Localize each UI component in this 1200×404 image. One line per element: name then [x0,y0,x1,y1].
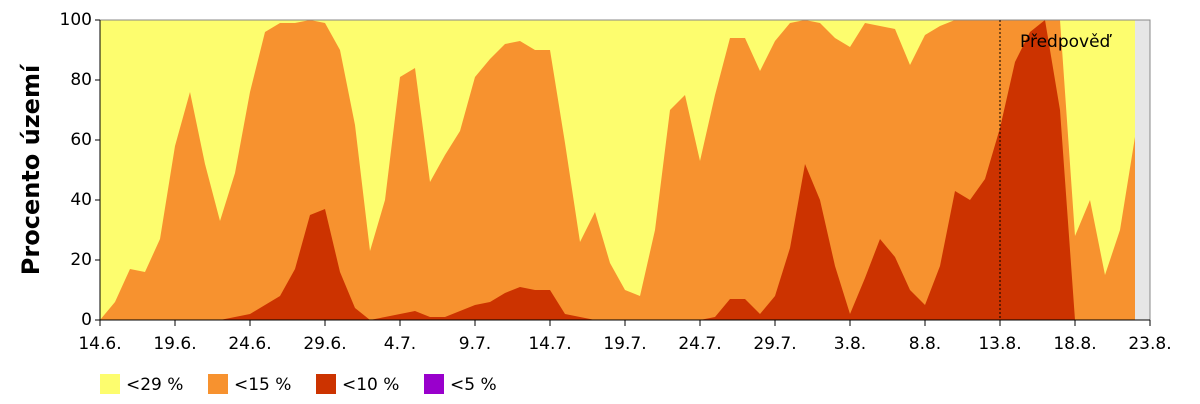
y-tick-label: 20 [70,250,92,270]
x-tick-label: 29.6. [303,334,346,354]
legend-label: <29 % [126,375,183,395]
x-tick-label: 23.8. [1128,334,1171,354]
x-tick-label: 14.6. [78,334,121,354]
y-tick-label: 60 [70,130,92,150]
y-tick-label: 80 [70,70,92,90]
x-tick-label: 29.7. [753,334,796,354]
x-tick-label: 8.8. [909,334,941,354]
x-tick-label: 24.7. [678,334,721,354]
x-tick-label: 24.6. [228,334,271,354]
x-tick-label: 3.8. [834,334,866,354]
x-tick-label: 14.7. [528,334,571,354]
legend-label: <10 % [342,375,399,395]
x-tick-label: 19.6. [153,334,196,354]
legend-swatch [100,374,120,394]
x-tick-label: 19.7. [603,334,646,354]
y-tick-label: 0 [81,310,92,330]
legend-label: <15 % [234,375,291,395]
x-tick-label: 18.8. [1053,334,1096,354]
legend-swatch [208,374,228,394]
y-axis-title: Procento území [17,63,45,275]
area [100,20,1135,320]
x-tick-label: 4.7. [384,334,416,354]
legend-label: <5 % [450,375,497,395]
legend-swatch [424,374,444,394]
x-tick-label: 9.7. [459,334,491,354]
x-tick-label: 13.8. [978,334,1021,354]
y-tick-label: 40 [70,190,92,210]
y-tick-label: 100 [60,10,92,30]
forecast-label: Předpověď [1020,32,1113,52]
area [100,20,1135,320]
legend-swatch [316,374,336,394]
